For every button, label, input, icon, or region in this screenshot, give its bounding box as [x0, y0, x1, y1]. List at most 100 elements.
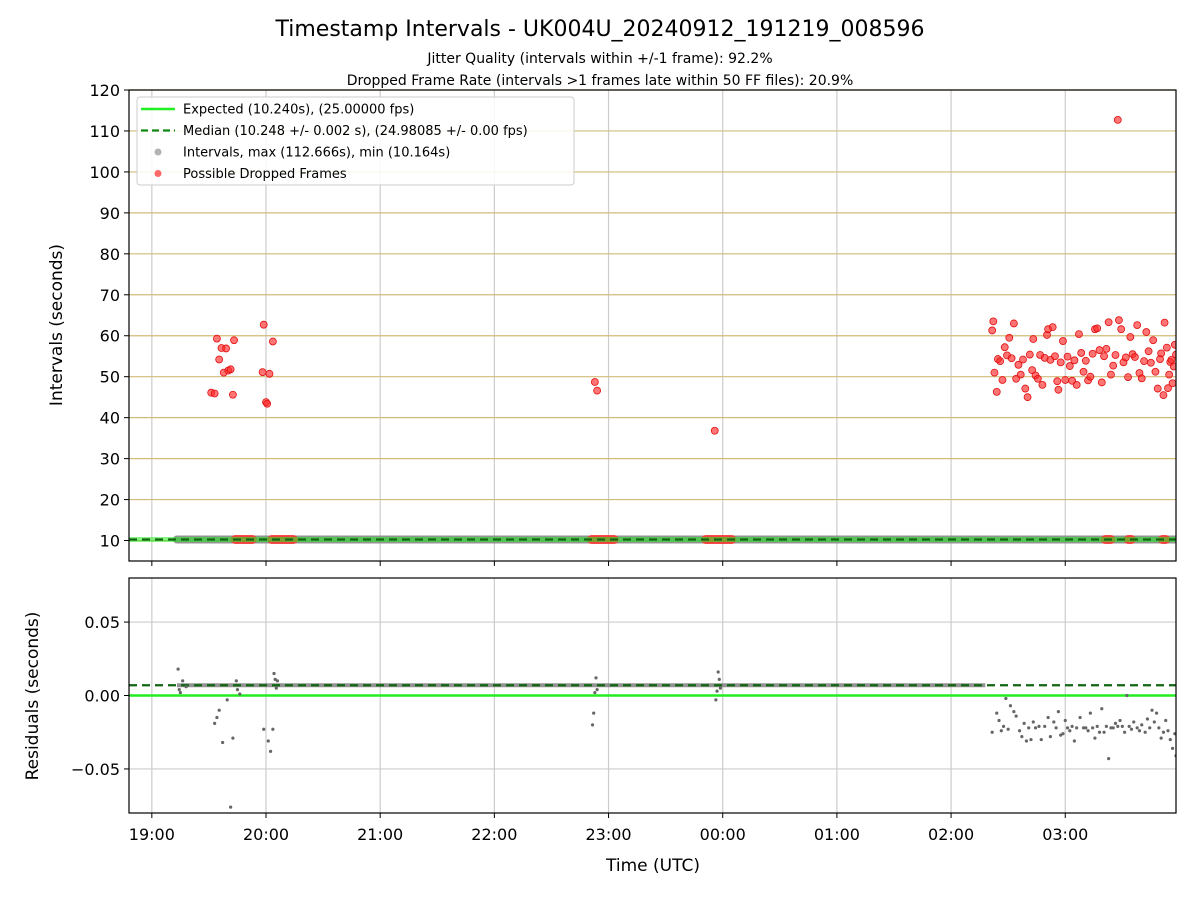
residual-point-35: [997, 718, 1001, 723]
residual-point-39: [1006, 727, 1010, 731]
dropped-frame-point-26: [998, 376, 1007, 384]
dropped-frame-point-63: [1079, 367, 1088, 376]
residual-point-76: [1100, 707, 1104, 711]
dropped-frame-point-93: [1146, 358, 1155, 367]
residual-point-25: [593, 690, 597, 695]
top-data: [129, 115, 1176, 544]
residual-point-61: [1063, 718, 1067, 723]
residual-point-98: [1152, 720, 1156, 724]
legend-label-1: Median (10.248 +/- 0.002 s), (24.98085 +…: [183, 124, 528, 139]
residual-point-51: [1037, 724, 1041, 728]
dropped-frame-point-86: [1130, 353, 1139, 361]
dropped-frame-point-92: [1144, 347, 1153, 356]
dropped-frame-point-109: [1172, 350, 1176, 359]
residual-point-38: [1004, 696, 1008, 701]
dropped-frame-point-71: [1097, 378, 1106, 387]
residual-point-72: [1091, 726, 1095, 730]
dropped-frame-point-62: [1077, 349, 1086, 357]
residual-point-101: [1159, 736, 1163, 740]
chart-title: Timestamp Intervals - UK004U_20240912_19…: [275, 17, 925, 42]
residual-point-40: [1008, 704, 1013, 708]
residual-point-47: [1027, 726, 1031, 730]
residual-point-28: [714, 698, 718, 702]
dropped-frame-point-10: [230, 336, 238, 345]
dropped-frame-point-22: [990, 368, 999, 377]
dropped-frame-point-1: [210, 389, 219, 398]
residual-point-20: [273, 677, 277, 681]
dropped-frame-point-14: [263, 399, 272, 408]
residual-point-10: [229, 805, 233, 809]
residual-point-63: [1068, 729, 1072, 733]
residual-point-64: [1070, 724, 1074, 728]
residual-point-65: [1072, 739, 1076, 743]
dropped-frame-point-27: [1000, 343, 1009, 352]
dropped-frame-point-56: [1063, 352, 1072, 361]
residual-point-71: [1088, 711, 1092, 715]
residual-point-78: [1104, 724, 1108, 728]
residual-point-6: [215, 715, 219, 720]
dropped-frame-point-87: [1133, 321, 1142, 329]
residual-point-91: [1135, 726, 1139, 730]
residual-point-54: [1046, 715, 1050, 720]
dropped-frame-point-90: [1140, 357, 1148, 366]
top-y-tick-label-7: 80: [100, 245, 120, 264]
dropped-frame-point-73: [1102, 344, 1111, 353]
x-tick-label-3: 22:00: [471, 825, 517, 844]
residual-point-62: [1065, 726, 1070, 730]
dropped-frame-point-19: [710, 426, 719, 435]
residual-point-89: [1129, 727, 1134, 731]
dropped-frame-point-76: [1109, 361, 1118, 370]
dropped-frame-point-108: [1170, 340, 1176, 349]
dropped-frame-point-74: [1104, 318, 1113, 327]
residual-point-30: [716, 670, 720, 674]
residual-point-58: [1056, 710, 1060, 714]
residual-point-81: [1111, 726, 1115, 730]
residual-point-19: [272, 671, 276, 676]
residual-point-69: [1084, 726, 1088, 730]
dropped-frame-point-100: [1160, 318, 1169, 327]
residual-point-11: [231, 736, 235, 740]
residuals-y-axis-label: Residuals (seconds): [23, 612, 43, 781]
residual-point-12: [234, 679, 238, 683]
residuals-plot: 19:00 20:00 21:00 22:00 23:00 00:00 01:00 02:00…: [71, 577, 1177, 844]
dropped-frame-point-106: [1168, 379, 1176, 388]
residual-point-27: [595, 688, 599, 692]
dropped-frame-point-50: [1051, 352, 1059, 361]
dropped-frame-point-69: [1093, 324, 1102, 333]
residual-point-21: [274, 686, 278, 690]
residual-point-49: [1031, 720, 1035, 724]
residual-point-84: [1118, 718, 1122, 723]
dropped-frame-point-70: [1095, 346, 1104, 354]
dropped-frame-point-103: [1165, 370, 1174, 379]
dropped-frame-point-98: [1157, 349, 1166, 358]
residual-point-4: [184, 685, 188, 689]
residual-point-2: [178, 690, 182, 695]
residual-point-79: [1107, 757, 1111, 761]
residual-point-44: [1020, 735, 1024, 739]
residual-point-75: [1097, 730, 1102, 734]
dropped-frame-point-66: [1086, 372, 1095, 381]
dropped-frame-point-60: [1072, 380, 1081, 389]
residual-point-48: [1029, 737, 1033, 742]
dropped-frame-point-96: [1153, 384, 1162, 393]
dropped-frame-point-102: [1164, 384, 1172, 393]
dropped-frame-point-94: [1149, 336, 1158, 345]
residual-point-80: [1109, 726, 1113, 730]
residual-point-53: [1043, 724, 1047, 728]
x-axis-label: Time (UTC): [605, 856, 700, 876]
top-y-tick-label-0: 10: [100, 532, 120, 551]
residual-point-103: [1164, 718, 1168, 723]
dropped-frame-point-21: [988, 326, 997, 335]
residual-point-32: [718, 686, 723, 690]
dropped-frame-point-20: [989, 317, 998, 326]
residual-point-90: [1132, 720, 1136, 724]
dropped-frame-point-64: [1081, 356, 1090, 365]
dropped-frame-point-11: [259, 320, 268, 329]
dropped-frame-point-23: [992, 387, 1001, 396]
residual-point-52: [1039, 737, 1043, 742]
dropped-frame-point-57: [1065, 362, 1074, 370]
bottom-y-tick-label-2: 0.05: [84, 613, 120, 632]
residual-point-68: [1081, 726, 1086, 730]
legend-label-3: Possible Dropped Frames: [183, 167, 347, 182]
top-frame: [128, 89, 1177, 562]
